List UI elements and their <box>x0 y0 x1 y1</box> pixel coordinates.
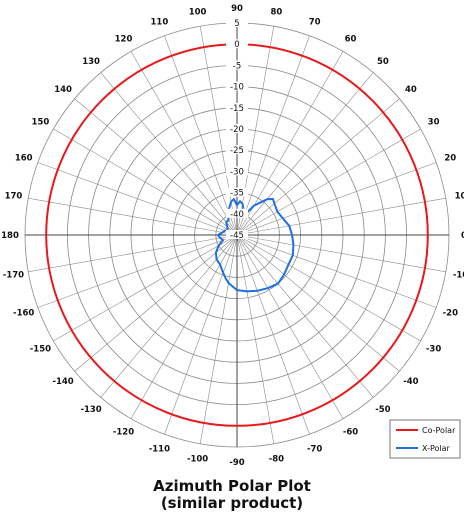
angle-tick-label: -50 <box>375 405 390 415</box>
grid-spoke <box>236 35 310 236</box>
grid-spoke <box>236 234 437 308</box>
ring-label-bg <box>226 60 248 70</box>
ring-label-bg <box>226 145 248 155</box>
radial-tick-label: -35 <box>230 189 244 199</box>
grid-spoke <box>236 234 374 398</box>
angle-tick-label: -20 <box>443 309 458 319</box>
chart-legend: Co-Polar X-Polar <box>389 419 461 459</box>
chart-subtitle: (similar product) <box>160 494 304 512</box>
angle-tick-label: -70 <box>307 444 322 454</box>
angle-tick-label: 130 <box>82 57 100 67</box>
angle-tick-label: -90 <box>229 458 244 468</box>
angle-tick-label: -130 <box>80 405 101 415</box>
grid-spoke <box>53 234 238 342</box>
grid-spoke <box>100 72 238 236</box>
radial-tick-label: -30 <box>230 167 244 177</box>
grid-spoke <box>164 234 238 435</box>
radial-tick-label: -20 <box>230 125 244 135</box>
angle-tick-label: 110 <box>150 18 168 28</box>
angle-tick-label: 170 <box>5 192 23 202</box>
angle-tick-label: -10 <box>453 270 464 280</box>
grid-spoke <box>236 98 400 236</box>
grid-spoke <box>236 72 374 236</box>
angle-tick-label: -170 <box>3 270 24 280</box>
grid-spoke <box>236 234 275 444</box>
ring-label-bg <box>226 81 248 91</box>
angle-tick-label: -110 <box>149 444 170 454</box>
angle-tick-label: 180 <box>1 231 19 241</box>
angle-tick-label: 0 <box>461 231 464 241</box>
series-line-x-polar <box>214 198 295 293</box>
grid-spoke <box>236 234 344 419</box>
grid-spoke <box>236 234 421 342</box>
angle-tick-label: -30 <box>426 345 441 355</box>
radial-tick-label: 0 <box>234 40 239 50</box>
ring-label-bg <box>226 208 248 218</box>
grid-spoke <box>236 234 446 273</box>
grid-spoke <box>37 234 238 308</box>
grid-spoke <box>130 51 238 236</box>
radial-tick-label: -40 <box>230 210 244 220</box>
ring-label-bg <box>226 166 248 176</box>
grid-spoke <box>37 162 238 236</box>
grid-spoke <box>100 234 238 398</box>
ring-label-bg <box>226 18 248 27</box>
legend-box <box>389 419 461 459</box>
angle-tick-label: -40 <box>403 377 418 387</box>
angle-tick-label: 100 <box>189 7 207 17</box>
angle-tick-label: -160 <box>13 309 34 319</box>
radial-tick-labels: 5 0 -5 -10 -15 -20 -25 -30 -35 -40 -45 <box>226 18 248 241</box>
angle-tick-label: -120 <box>113 428 134 438</box>
grid-spoke <box>236 26 275 236</box>
ring-label-bg <box>226 187 248 197</box>
grid-spoke <box>164 35 238 236</box>
angle-tick-label: 40 <box>405 85 417 95</box>
legend-label-x-polar: X-Polar <box>422 444 451 453</box>
angle-tick-label: 70 <box>309 18 321 28</box>
angle-tick-labels: 9080706050403020100-10-20-30-40-50-60-70… <box>1 4 464 468</box>
angle-tick-label: -100 <box>187 455 208 465</box>
grid-spoke <box>28 234 238 273</box>
angle-tick-label: -140 <box>52 377 73 387</box>
angle-tick-label: 90 <box>231 4 243 14</box>
angle-tick-label: -60 <box>343 428 358 438</box>
grid-spoke <box>199 234 238 444</box>
grid-spoke <box>236 162 437 236</box>
grid-spoke <box>236 128 421 236</box>
angle-tick-label: -150 <box>30 345 51 355</box>
grid-spoke <box>74 98 238 236</box>
ring-label-bg <box>226 102 248 112</box>
grid-spoke <box>236 234 310 435</box>
angle-tick-label: 10 <box>455 192 464 202</box>
grid-spoke <box>236 197 446 236</box>
grid-spoke <box>53 128 238 236</box>
ring-label-bg <box>226 230 248 239</box>
grid-spoke <box>28 197 238 236</box>
angle-tick-label: 60 <box>345 34 357 44</box>
angle-tick-label: 20 <box>444 153 456 163</box>
grid-spoke <box>74 234 238 372</box>
grid-spoke <box>130 234 238 419</box>
legend-label-co-polar: Co-Polar <box>422 426 456 435</box>
radial-tick-label: 5 <box>234 19 239 29</box>
grid-spoke <box>236 234 400 372</box>
radial-tick-label: -10 <box>230 83 244 93</box>
radial-tick-label: -45 <box>230 231 244 241</box>
angle-tick-label: 160 <box>15 153 33 163</box>
radial-tick-label: -5 <box>233 61 241 71</box>
ring-label-bg <box>226 39 248 49</box>
grid-spoke <box>199 26 238 236</box>
chart-title: Azimuth Polar Plot <box>153 477 311 495</box>
angle-tick-label: -80 <box>269 455 284 465</box>
angle-tick-label: 120 <box>115 34 133 44</box>
radial-tick-label: -25 <box>230 146 244 156</box>
angle-tick-label: 30 <box>428 118 440 128</box>
ring-label-bg <box>226 124 248 133</box>
angle-tick-label: 140 <box>54 85 72 95</box>
angle-tick-label: 150 <box>32 118 50 128</box>
angle-tick-label: 80 <box>270 7 282 17</box>
radial-tick-label: -15 <box>230 104 244 114</box>
angle-tick-label: 50 <box>377 57 389 67</box>
